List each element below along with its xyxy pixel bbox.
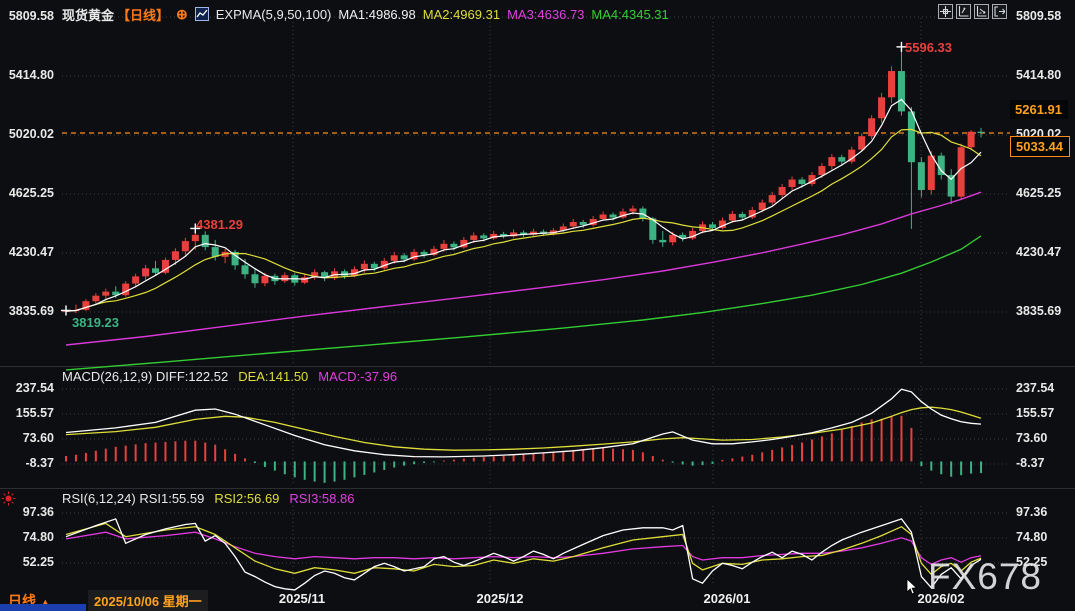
pan-icon[interactable]	[938, 4, 953, 19]
watermark: FX678	[928, 556, 1043, 597]
bottom-left-blue-strip	[0, 604, 86, 611]
upper-price-badge: 5261.91	[1010, 100, 1068, 119]
ma3-value: MA3:4636.73	[507, 6, 585, 22]
rsi-axis-label: 97.36	[1016, 505, 1048, 519]
time-axis-bar: 日线 ▲ 2025/10/06 星期一 2025/11 2025/12 2026/0…	[0, 588, 1075, 611]
month-label: 2025/12	[476, 591, 524, 606]
main-axis-label: 5809.58	[1016, 9, 1062, 23]
month-label: 2026/02	[917, 591, 965, 606]
macd-axis-label: -8.37	[25, 456, 55, 470]
macd-axis-label: -8.37	[1016, 456, 1045, 470]
first-date-badge: 2025/10/06 星期一	[88, 590, 208, 611]
macd-axis-label: 73.60	[1016, 431, 1048, 445]
annotation-mid-high: 4381.29	[196, 217, 243, 232]
annotation-peak-high: 5596.33	[905, 40, 952, 55]
main-axis-label: 3835.69	[1016, 304, 1062, 318]
candlestick-chart-icon[interactable]	[194, 7, 209, 21]
triangle-up-icon: ▲	[39, 597, 51, 609]
rsi-header: RSI(6,12,24) RSI1:55.59 RSI2:56.69 RSI3:…	[62, 491, 354, 506]
ma1-value: MA1:4986.98	[338, 6, 416, 22]
mouse-cursor	[906, 578, 920, 601]
rsi2-value: RSI2:56.69	[214, 491, 280, 506]
chart-header: 现货黄金 【日线】 ⊕ EXPMA(5,9,50,100) MA1:4986.98…	[62, 4, 669, 24]
rsi-axis-label: 97.36	[22, 505, 54, 519]
alert-sun-icon	[1, 491, 16, 511]
chart-toolbar	[938, 4, 1007, 19]
macd-value: MACD:-37.96	[318, 369, 398, 384]
annotation-start-low: 3819.23	[72, 315, 119, 330]
macd-axis-label: 237.54	[1016, 381, 1055, 395]
main-axis-label: 5414.80	[8, 68, 54, 82]
rsi1-value: RSI(6,12,24) RSI1:55.59	[62, 491, 205, 506]
dea-value: DEA:141.50	[238, 369, 309, 384]
rsi-axis-label: 52.25	[1016, 555, 1048, 569]
month-label: 2026/01	[703, 591, 751, 606]
month-label: 2025/11	[278, 591, 326, 606]
zoom-axis-icon[interactable]	[956, 4, 971, 19]
indicator-settings-icon[interactable]: ⊕	[176, 5, 188, 22]
main-axis-label: 4230.47	[8, 244, 54, 259]
indicator-label: EXPMA(5,9,50,100)	[215, 6, 332, 22]
period-tag: 【日线】	[117, 7, 170, 23]
zoom-run-icon[interactable]	[974, 4, 989, 19]
rsi-axis-label: 74.80	[22, 530, 54, 544]
current-price-badge: 5033.44	[1010, 136, 1070, 157]
macd-header: MACD(26,12,9) DIFF:122.52 DEA:141.50 MAC…	[62, 369, 397, 384]
main-axis-label: 4230.47	[1016, 244, 1062, 259]
main-axis-label: 5414.80	[1016, 68, 1062, 82]
main-axis-label: 4625.25	[8, 185, 54, 200]
main-axis-label: 4625.25	[1016, 185, 1062, 200]
macd-params: MACD(26,12,9) DIFF:122.52	[62, 369, 229, 384]
main-axis-label: 3835.69	[8, 304, 54, 318]
ma4-value: MA4:4345.31	[591, 6, 669, 22]
rsi3-value: RSI3:58.86	[289, 491, 355, 506]
main-axis-label: 5020.02	[8, 127, 54, 141]
macd-axis-label: 155.57	[1016, 406, 1055, 420]
main-axis-label: 5809.58	[8, 9, 54, 23]
macd-axis-label: 73.60	[22, 431, 54, 445]
macd-axis-label: 237.54	[15, 381, 54, 395]
macd-axis-label: 155.57	[15, 406, 54, 420]
instrument-title: 现货黄金	[62, 7, 115, 23]
ma2-value: MA2:4969.31	[422, 6, 501, 22]
rsi-axis-label: 52.25	[22, 555, 54, 569]
rsi-axis-label: 74.80	[1016, 530, 1048, 544]
exit-chart-icon[interactable]	[992, 4, 1007, 19]
